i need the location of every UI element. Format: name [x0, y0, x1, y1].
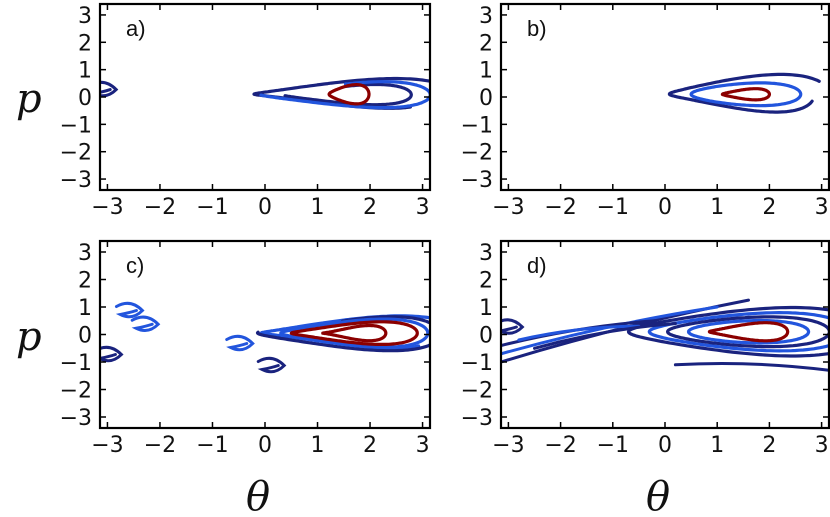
y-tick-label: −3: [60, 406, 92, 431]
y-tick-label: 0: [78, 324, 92, 349]
y-tick-label: 3: [78, 4, 92, 29]
x-tick-label: 0: [658, 195, 672, 220]
panel-label: d): [527, 253, 547, 278]
y-tick-label: −2: [461, 379, 493, 404]
y-tick-label: −3: [60, 168, 92, 193]
streak-5: [673, 362, 829, 372]
x-tick-label: 2: [363, 195, 377, 220]
y-tick-label: 3: [78, 241, 92, 266]
contour-inner-4: [707, 321, 790, 343]
y-tick-label: 2: [479, 269, 493, 294]
y-tick-label: −2: [60, 141, 92, 166]
contour-inner-3: [289, 320, 419, 346]
y-tick-label: −3: [461, 168, 493, 193]
contour-outer-1: [283, 82, 413, 107]
y-tick-label: 0: [479, 324, 493, 349]
x-tick-label: 2: [762, 433, 776, 458]
streak-3: [517, 324, 641, 342]
y-tick-label: −2: [461, 141, 493, 166]
x-tick-label: −1: [597, 433, 629, 458]
contour-mid-3: [686, 318, 811, 345]
x-tick-label: −2: [144, 195, 176, 220]
plot-frame: [499, 2, 830, 192]
panel-label: b): [527, 16, 547, 41]
x-tick-label: 1: [710, 433, 724, 458]
fragment-3: [100, 345, 124, 363]
x-tick-label: −3: [91, 433, 123, 458]
y-tick-label: 1: [479, 296, 493, 321]
x-tick-label: −2: [144, 433, 176, 458]
x-tick-label: −1: [597, 195, 629, 220]
x-tick-label: −3: [91, 195, 123, 220]
x-tick-label: 3: [815, 195, 829, 220]
y-tick-label: 3: [479, 4, 493, 29]
streak-4: [533, 322, 677, 350]
x-tick-label: −3: [492, 195, 524, 220]
contour-inner-3: [327, 83, 371, 106]
x-tick-label: −2: [544, 433, 576, 458]
y-tick-label: 0: [479, 86, 493, 111]
y-tick-label: −3: [461, 406, 493, 431]
contour-outer-1: [255, 315, 430, 353]
y-tick-label: −1: [60, 113, 92, 138]
x-tick-label: −3: [492, 433, 524, 458]
contour-mid-2: [259, 80, 430, 110]
x-tick-label: 1: [311, 433, 325, 458]
y-axis-label-bottom: p: [16, 314, 42, 360]
panel-label: a): [126, 16, 146, 41]
y-tick-label: −1: [461, 351, 493, 376]
x-tick-label: 2: [762, 195, 776, 220]
y-tick-label: 0: [78, 86, 92, 111]
contour-mid-1: [689, 81, 803, 108]
contour-outer-0: [667, 72, 821, 114]
y-tick-label: −1: [461, 113, 493, 138]
x-axis-label-right: θ: [646, 474, 670, 517]
contour-outer-0: [626, 305, 829, 358]
x-tick-label: 1: [311, 195, 325, 220]
y-tick-label: −2: [60, 379, 92, 404]
x-tick-label: 3: [416, 433, 430, 458]
y-tick-label: −1: [60, 351, 92, 376]
fragment-0: [114, 301, 145, 319]
panel-label: c): [126, 253, 144, 278]
x-tick-label: −1: [196, 433, 228, 458]
x-tick-label: 3: [815, 433, 829, 458]
x-axis-label-left: θ: [246, 474, 270, 517]
fragment-0: [501, 318, 525, 335]
y-tick-label: 3: [479, 241, 493, 266]
y-tick-label: 2: [78, 31, 92, 56]
x-tick-label: 0: [258, 433, 272, 458]
x-tick-label: −2: [544, 195, 576, 220]
contour-mid-1: [647, 311, 829, 353]
x-tick-label: 1: [710, 195, 724, 220]
x-tick-label: 0: [658, 433, 672, 458]
x-tick-label: 0: [258, 195, 272, 220]
fragment-1: [130, 315, 161, 332]
x-tick-label: −1: [196, 195, 228, 220]
y-tick-label: 2: [479, 31, 493, 56]
y-tick-label: 1: [479, 59, 493, 84]
contour-inner-4: [321, 323, 388, 343]
contour-outer-2: [666, 315, 829, 349]
fragment-4: [256, 356, 287, 374]
y-tick-label: 1: [78, 59, 92, 84]
y-tick-label: 2: [78, 269, 92, 294]
fragment-0: [100, 80, 119, 98]
y-axis-label-top: p: [16, 76, 42, 122]
contour-inner-2: [720, 87, 771, 102]
x-tick-label: 3: [416, 195, 430, 220]
fragment-2: [225, 334, 255, 352]
x-tick-label: 2: [363, 433, 377, 458]
contour-mid-2: [279, 317, 430, 349]
y-tick-label: 1: [78, 296, 92, 321]
